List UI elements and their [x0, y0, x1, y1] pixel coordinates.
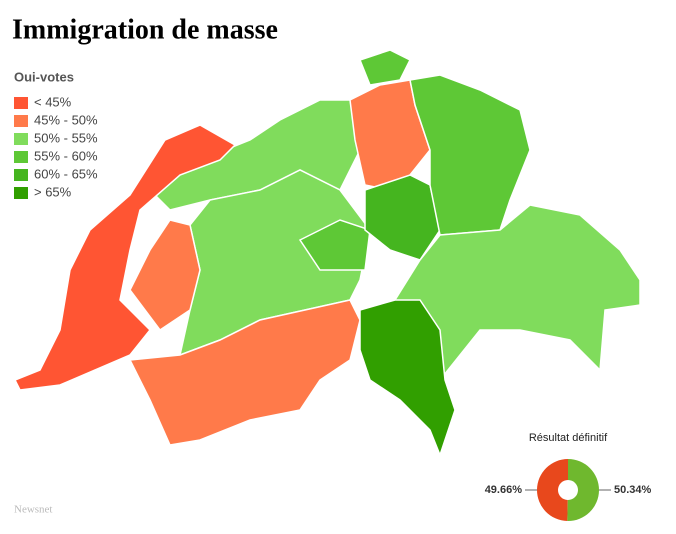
canton: [13, 124, 237, 391]
legend-swatch: [14, 187, 28, 199]
legend-swatch: [14, 97, 28, 109]
legend-swatch: [14, 115, 28, 127]
value-label: 50.34%: [614, 484, 652, 496]
donut-title: Résultat définitif: [529, 432, 608, 444]
canton: [364, 174, 441, 261]
donut: 49.66% 50.34%: [485, 459, 652, 521]
canton: [178, 169, 371, 357]
legend-label: < 45%: [34, 94, 72, 109]
canton: [359, 49, 412, 86]
canton: [359, 299, 456, 458]
legend-swatch: [14, 169, 28, 181]
legend: < 45% 45% - 50% 50% - 55% 55% - 60% 60% - 65…: [14, 94, 98, 199]
source: Newsnet: [14, 504, 53, 516]
legend-label: 45% - 50%: [34, 112, 98, 127]
donut-slice: [567, 459, 599, 521]
canton: [298, 219, 371, 271]
legend-label: > 65%: [34, 184, 72, 199]
canton: [349, 79, 431, 191]
value-label: 49.66%: [485, 484, 523, 496]
legend-label: 50% - 55%: [34, 130, 98, 145]
legend-swatch: [14, 151, 28, 163]
canton: [409, 74, 531, 236]
donut-slice: [536, 459, 568, 521]
canton: [128, 299, 361, 446]
map: [13, 49, 641, 458]
legend-label: 60% - 65%: [34, 166, 98, 181]
canton: [129, 219, 201, 332]
legend-swatch: [14, 133, 28, 145]
legend-label: 55% - 60%: [34, 148, 98, 163]
legend-title: Oui-votes: [14, 69, 74, 84]
title: Immigration de masse: [12, 14, 278, 45]
